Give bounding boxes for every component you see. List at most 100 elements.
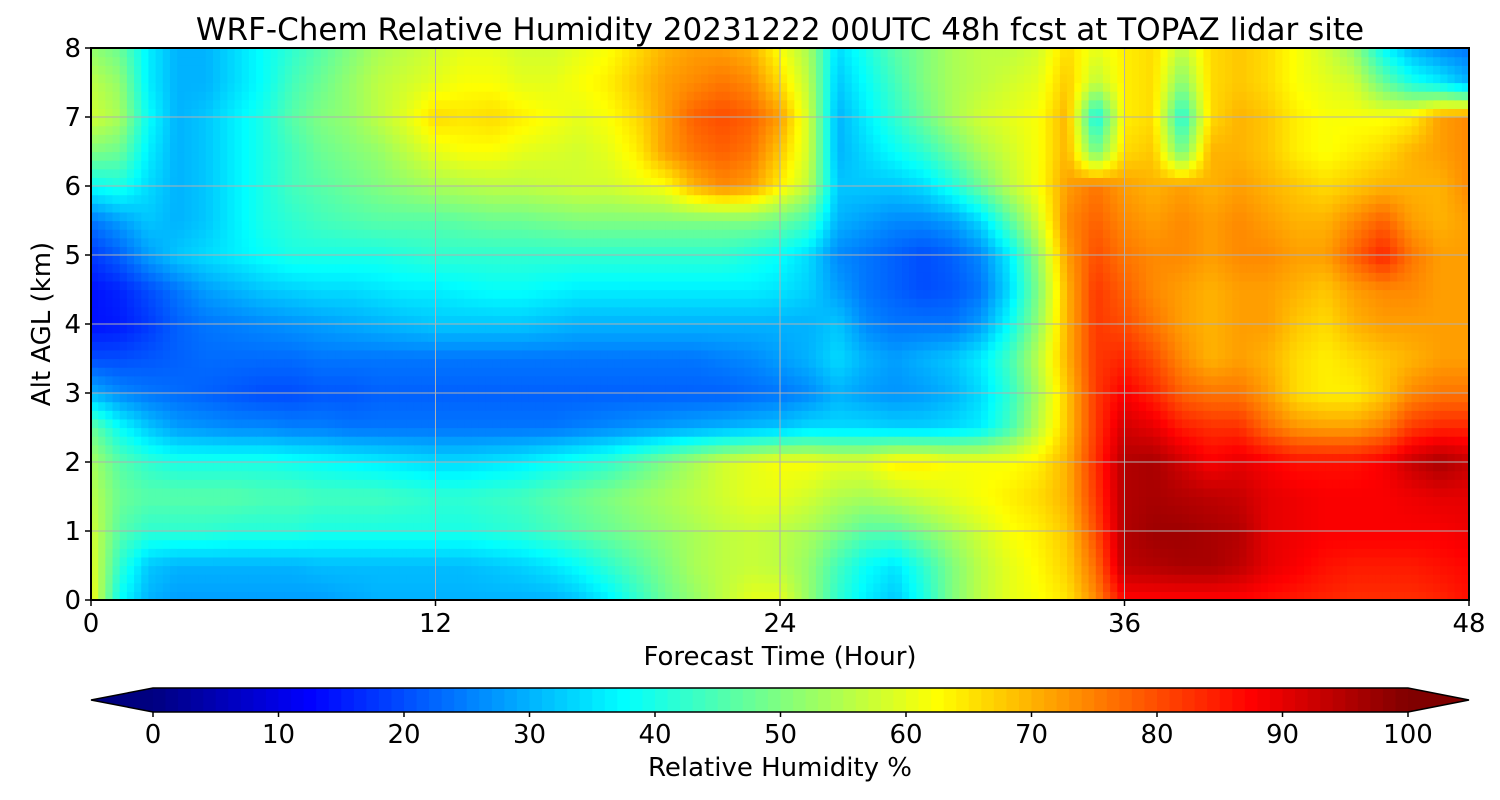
heatmap-cell: [730, 548, 738, 557]
heatmap-cell: [880, 557, 888, 566]
heatmap-cell: [1081, 393, 1089, 402]
heatmap-cell: [615, 497, 623, 506]
heatmap-cell: [859, 505, 867, 514]
heatmap-cell: [206, 471, 214, 480]
heatmap-cell: [852, 453, 860, 462]
heatmap-cell: [1325, 445, 1333, 454]
heatmap-cell: [1282, 479, 1290, 488]
heatmap-cell: [744, 410, 752, 419]
heatmap-cell: [199, 393, 207, 402]
heatmap-cell: [1232, 540, 1240, 549]
heatmap-cell: [170, 531, 178, 540]
heatmap-cell: [191, 471, 199, 480]
heatmap-cell: [615, 376, 623, 385]
heatmap-cell: [766, 497, 774, 506]
heatmap-cell: [120, 402, 128, 411]
heatmap-cell: [235, 393, 243, 402]
heatmap-cell: [479, 402, 487, 411]
heatmap-cell: [263, 479, 271, 488]
heatmap-cell: [306, 522, 314, 531]
heatmap-cell: [371, 376, 379, 385]
heatmap-cell: [471, 548, 479, 557]
heatmap-cell: [880, 384, 888, 393]
heatmap-cell: [191, 531, 199, 540]
heatmap-cell: [880, 574, 888, 583]
heatmap-cell: [572, 514, 580, 523]
heatmap-cell: [802, 428, 810, 437]
heatmap-cell: [227, 462, 235, 471]
heatmap-cell: [105, 428, 113, 437]
heatmap-cell: [127, 540, 135, 549]
heatmap-cell: [385, 462, 393, 471]
heatmap-cell: [636, 548, 644, 557]
heatmap-cell: [1110, 402, 1118, 411]
heatmap-cell: [479, 497, 487, 506]
heatmap-cell: [1455, 479, 1463, 488]
heatmap-cell: [436, 548, 444, 557]
heatmap-cell: [1419, 471, 1427, 480]
heatmap-cell: [852, 479, 860, 488]
heatmap-cell: [177, 384, 185, 393]
heatmap-cell: [120, 479, 128, 488]
heatmap-cell: [335, 548, 343, 557]
heatmap-cell: [414, 574, 422, 583]
heatmap-cell: [938, 402, 946, 411]
heatmap-cell: [1304, 497, 1312, 506]
heatmap-cell: [1182, 505, 1190, 514]
heatmap-cell: [644, 376, 652, 385]
heatmap-cell: [644, 453, 652, 462]
heatmap-cell: [1160, 522, 1168, 531]
heatmap-cell: [428, 471, 436, 480]
heatmap-cell: [479, 419, 487, 428]
heatmap-cell: [837, 436, 845, 445]
heatmap-cell: [1046, 574, 1054, 583]
heatmap-cell: [945, 428, 953, 437]
heatmap-cell: [1031, 522, 1039, 531]
heatmap-cell: [974, 488, 982, 497]
heatmap-cell: [134, 548, 142, 557]
heatmap-cell: [1268, 479, 1276, 488]
heatmap-cell: [909, 488, 917, 497]
heatmap-cell: [823, 479, 831, 488]
heatmap-cell: [364, 479, 372, 488]
heatmap-cell: [392, 540, 400, 549]
heatmap-cell: [134, 471, 142, 480]
heatmap-cell: [285, 445, 293, 454]
heatmap-cell: [514, 548, 522, 557]
heatmap-cell: [744, 376, 752, 385]
heatmap-cell: [471, 471, 479, 480]
heatmap-cell: [687, 436, 695, 445]
heatmap-cell: [579, 436, 587, 445]
heatmap-cell: [888, 488, 896, 497]
heatmap-cell: [1304, 384, 1312, 393]
heatmap-cell: [507, 445, 515, 454]
heatmap-cell: [658, 436, 666, 445]
heatmap-cell: [658, 505, 666, 514]
heatmap-cell: [392, 522, 400, 531]
heatmap-cell: [1010, 505, 1018, 514]
heatmap-cell: [1369, 393, 1377, 402]
heatmap-cell: [636, 514, 644, 523]
heatmap-cell: [170, 453, 178, 462]
heatmap-cell: [723, 531, 731, 540]
heatmap-cell: [823, 488, 831, 497]
heatmap-cell: [479, 566, 487, 575]
heatmap-cell: [1089, 488, 1097, 497]
heatmap-cell: [1347, 540, 1355, 549]
heatmap-cell: [1268, 384, 1276, 393]
heatmap-cell: [730, 583, 738, 592]
heatmap-cell: [1132, 488, 1140, 497]
heatmap-cell: [378, 453, 386, 462]
heatmap-cell: [787, 505, 795, 514]
heatmap-cell: [680, 540, 688, 549]
heatmap-cell: [715, 419, 723, 428]
heatmap-cell: [105, 540, 113, 549]
heatmap-cell: [593, 574, 601, 583]
heatmap-cell: [335, 497, 343, 506]
heatmap-cell: [1139, 531, 1147, 540]
heatmap-cell: [873, 497, 881, 506]
heatmap-cell: [995, 488, 1003, 497]
heatmap-cell: [328, 462, 336, 471]
heatmap-cell: [1139, 557, 1147, 566]
heatmap-cell: [120, 583, 128, 592]
